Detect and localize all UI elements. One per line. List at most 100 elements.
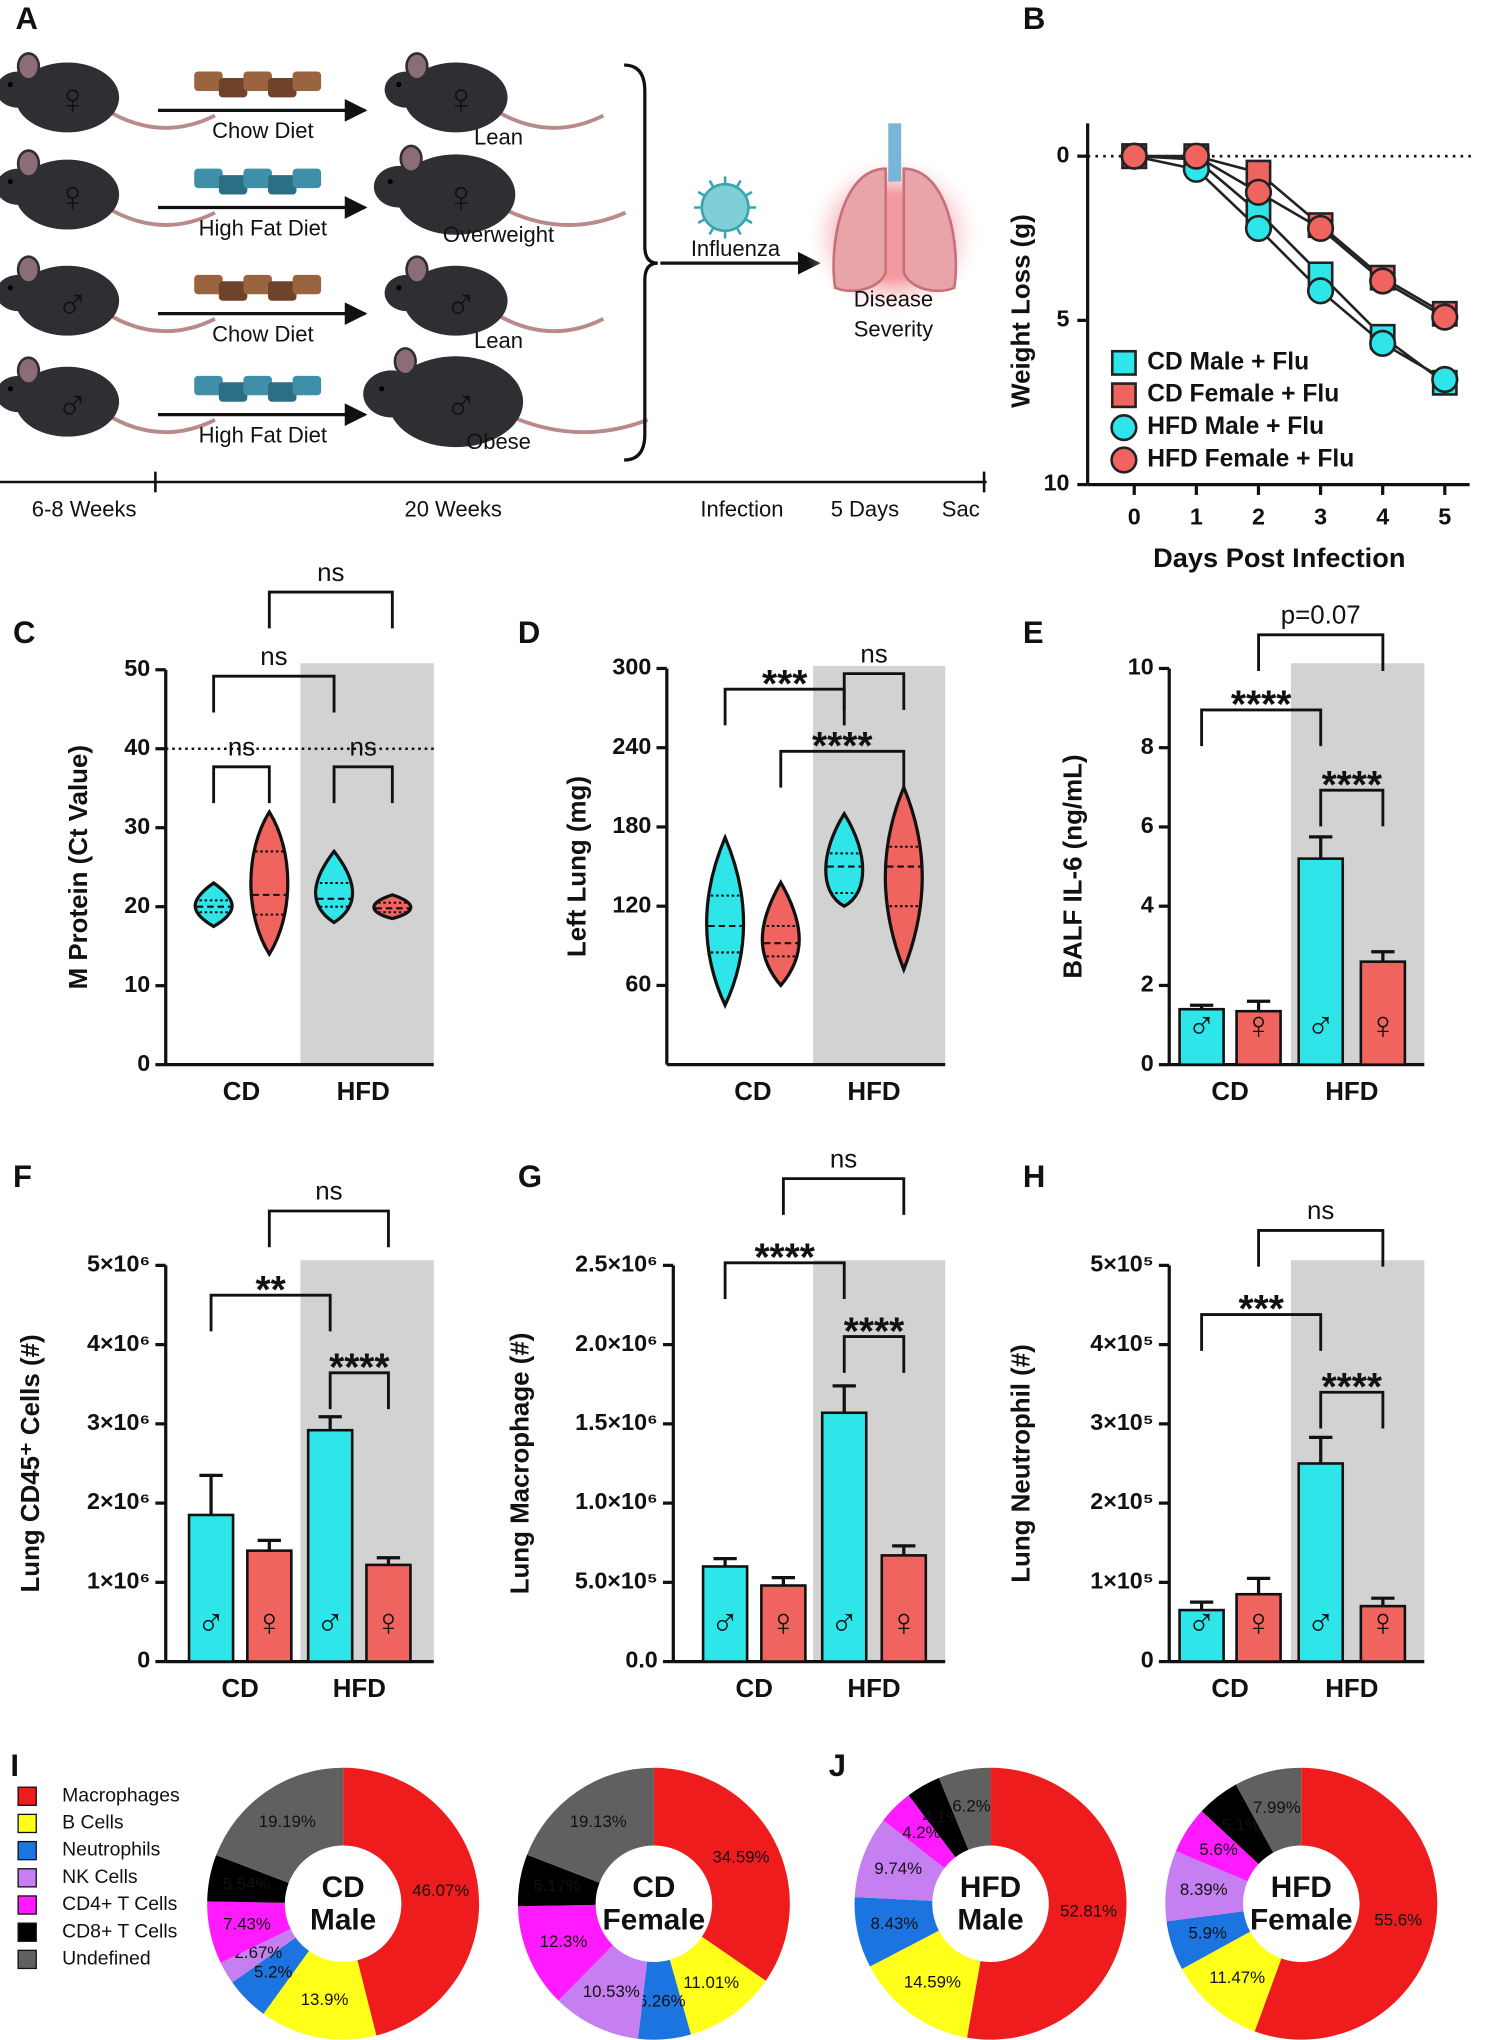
x-tick-label: HFD — [1325, 1675, 1378, 1703]
y-tick-label: 4×10⁶ — [87, 1330, 150, 1356]
violin — [372, 893, 413, 921]
panel-letter: G — [518, 1159, 542, 1194]
significance-label: **** — [1322, 1366, 1383, 1409]
legend-label: CD8+ T Cells — [62, 1920, 177, 1942]
mouse-eye — [379, 386, 385, 392]
marker — [1369, 267, 1397, 295]
x-tick-label: CD — [1211, 1675, 1248, 1703]
bar-symbol: ♀ — [769, 1602, 798, 1645]
bar-symbol: ♂ — [1306, 1005, 1335, 1048]
bar — [1235, 1592, 1282, 1663]
bar — [246, 1549, 293, 1663]
y-tick-label: 10 — [1128, 654, 1154, 680]
y-axis-label: Lung Macrophage (#) — [507, 1333, 535, 1595]
y-tick-label: 0 — [137, 1050, 150, 1076]
significance-bracket — [1257, 633, 1385, 672]
slice-label: 8.43% — [871, 1914, 919, 1933]
legend-marker — [1110, 382, 1137, 409]
slice-label: 5.1% — [1222, 1816, 1260, 1835]
x-tick-label: CD — [734, 1078, 771, 1106]
bar — [701, 1565, 749, 1663]
mouse-eye — [7, 81, 13, 88]
y-tick-label: 0 — [1057, 141, 1070, 167]
donut-slice — [207, 1855, 289, 1903]
slice-label: 52.81% — [1060, 1902, 1117, 1921]
y-tick-label: 3×10⁶ — [87, 1409, 150, 1435]
x-tick-label: HFD — [847, 1078, 900, 1106]
legend-label: CD Male + Flu — [1147, 348, 1309, 375]
slice-label: 10.53% — [583, 1982, 640, 2001]
y-tick-label: 120 — [612, 891, 651, 917]
y-tick-label: 4 — [1141, 891, 1154, 917]
y-tick-label: 2.0×10⁶ — [575, 1330, 658, 1356]
legend-swatch — [17, 1813, 37, 1834]
significance-label: ns — [860, 640, 887, 668]
significance-label: *** — [1238, 1288, 1284, 1331]
marker — [1431, 303, 1459, 331]
donut-slice — [207, 1901, 291, 1963]
panel-letter: F — [13, 1159, 32, 1194]
y-tick-label: 5×10⁵ — [1090, 1251, 1153, 1277]
panel-letter: I — [10, 1748, 19, 1783]
x-tick-label: HFD — [847, 1675, 900, 1703]
outcome-label: Obese — [466, 429, 531, 454]
significance-bracket — [1257, 1228, 1385, 1267]
y-tick-label: 1.5×10⁶ — [575, 1409, 658, 1435]
marker — [1431, 365, 1459, 394]
bar — [760, 1584, 807, 1663]
significance-label: ns — [228, 734, 255, 762]
significance-bracket — [781, 1177, 906, 1215]
y-tick-label: 0 — [1141, 1050, 1154, 1076]
sex-symbol: ♂ — [444, 380, 477, 429]
x-tick-label: CD — [736, 1675, 773, 1703]
food-block — [194, 274, 223, 295]
x-tick-label: 2 — [1252, 503, 1265, 529]
y-tick-label: 2.5×10⁶ — [575, 1251, 658, 1277]
food-block — [268, 281, 297, 301]
y-axis-label: Weight Loss (g) — [1008, 214, 1036, 408]
sex-symbol: ♂ — [56, 279, 89, 328]
mouse-head — [0, 71, 41, 108]
y-tick-label: 5 — [1057, 306, 1070, 332]
sex-symbol: ♂ — [444, 279, 477, 328]
mouse-head — [0, 375, 41, 413]
mouse: ♀ — [0, 149, 216, 230]
outcome-line: Disease — [854, 287, 933, 312]
y-tick-label: 2×10⁵ — [1090, 1488, 1153, 1514]
lung-right — [902, 167, 958, 293]
donut-center: CD Female — [603, 1871, 706, 1936]
legend-marker — [1110, 414, 1138, 442]
bar-symbol: ♂ — [1187, 1005, 1216, 1048]
panel-letter: H — [1023, 1159, 1045, 1194]
mouse-ear — [16, 52, 41, 81]
mouse-body — [403, 265, 508, 336]
x-tick-label: CD — [1211, 1078, 1248, 1106]
food-block — [243, 71, 272, 91]
donut-slice — [1254, 1767, 1438, 2040]
slice-label: 46.07% — [412, 1881, 469, 1900]
violin — [249, 808, 290, 958]
marker — [1369, 329, 1397, 357]
y-tick-label: 4×10⁵ — [1090, 1330, 1153, 1356]
food-block — [194, 71, 223, 91]
significance-label: **** — [844, 1310, 905, 1353]
donut-slice — [908, 1777, 969, 1858]
significance-bracket — [328, 1371, 390, 1410]
legend-label: Neutrophils — [62, 1839, 160, 1861]
mouse-ear — [405, 255, 429, 284]
mouse-head — [0, 274, 41, 312]
food-block — [268, 175, 297, 195]
y-tick-label: 2×10⁶ — [87, 1488, 150, 1514]
legend-label: CD Female + Flu — [1147, 381, 1339, 408]
significance-label: ns — [830, 1145, 857, 1173]
slice-label: 6.2% — [952, 1797, 990, 1816]
food-block — [218, 78, 248, 98]
timeline-label: Sac — [942, 496, 980, 521]
y-axis-label: Left Lung (mg) — [564, 776, 592, 957]
donut-slice — [343, 1767, 480, 2036]
donut-slice — [232, 1937, 309, 2014]
x-tick-label: CD — [222, 1675, 259, 1703]
timeline-label: 20 Weeks — [404, 496, 501, 521]
y-tick-label: 8 — [1141, 733, 1154, 759]
